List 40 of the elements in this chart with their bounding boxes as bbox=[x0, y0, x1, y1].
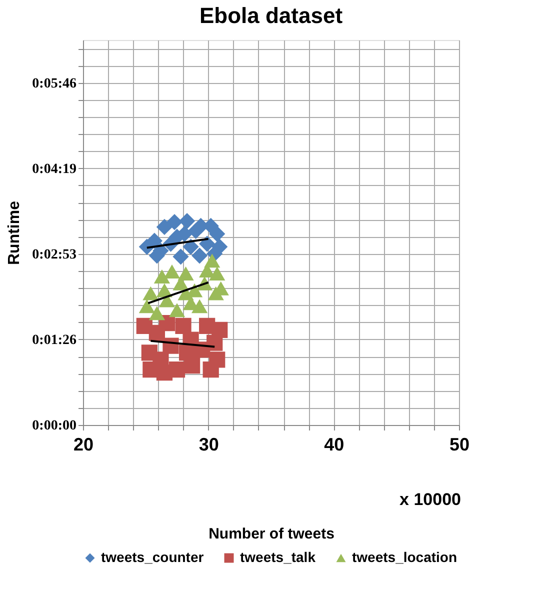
point bbox=[164, 264, 180, 278]
x-tick-label: 20 bbox=[73, 434, 94, 454]
x-axis-title: Number of tweets bbox=[208, 526, 334, 542]
legend-label: tweets_talk bbox=[240, 549, 316, 565]
point bbox=[168, 303, 186, 318]
point bbox=[192, 299, 208, 314]
point bbox=[204, 254, 220, 268]
point bbox=[166, 214, 183, 230]
point bbox=[212, 238, 228, 255]
y-axis-title: Runtime bbox=[6, 200, 24, 265]
x-tick-label: 30 bbox=[198, 434, 219, 454]
y-tick-label: 0:05:46 bbox=[32, 76, 76, 92]
text: x 10000 bbox=[400, 490, 461, 509]
y-tick-label: 0:02:53 bbox=[32, 247, 76, 262]
legend-label: tweets_location bbox=[352, 549, 458, 565]
legend-label: tweets_counter bbox=[101, 549, 204, 565]
point bbox=[146, 232, 162, 249]
point bbox=[212, 322, 228, 338]
point bbox=[156, 218, 173, 236]
point bbox=[209, 266, 226, 280]
point bbox=[209, 352, 226, 368]
y-tick-label: 0:04:19 bbox=[32, 162, 76, 177]
y-tick-label: 0:01:26 bbox=[32, 332, 76, 348]
point bbox=[182, 238, 199, 255]
point bbox=[178, 266, 194, 280]
point bbox=[142, 286, 159, 300]
point bbox=[192, 248, 208, 264]
point bbox=[148, 306, 166, 320]
point bbox=[172, 248, 189, 265]
point bbox=[175, 318, 192, 334]
x-tick-label: 50 bbox=[449, 434, 470, 454]
point bbox=[209, 226, 226, 242]
x-tick-label: 40 bbox=[324, 434, 344, 454]
chart-title: Ebola dataset bbox=[199, 3, 344, 28]
point bbox=[184, 358, 200, 374]
point bbox=[156, 364, 173, 381]
y-tick-label: 0:00:00 bbox=[32, 418, 76, 434]
point bbox=[138, 299, 155, 314]
point bbox=[154, 269, 170, 284]
point bbox=[178, 212, 196, 230]
